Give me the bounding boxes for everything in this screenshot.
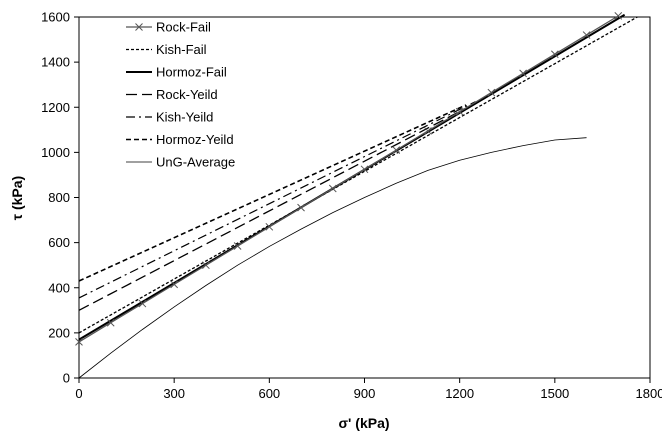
x-tick-label: 1500	[540, 386, 569, 401]
series-point-rock-fail	[360, 165, 369, 174]
series-point-rock-fail	[265, 222, 274, 231]
legend-item-hormoz-fail: Hormoz-Fail	[126, 65, 227, 80]
series-point-rock-fail	[424, 127, 432, 135]
cross-stroke	[328, 184, 337, 193]
series-point-rock-fail	[106, 318, 115, 327]
series-line-hormoz-yeild	[78, 104, 467, 282]
x-tick-label: 1800	[636, 386, 662, 401]
series-point-rock-fail	[614, 12, 623, 20]
cross-stroke	[550, 50, 559, 59]
series-point-rock-fail	[202, 261, 210, 270]
cross-stroke	[614, 12, 623, 20]
legend-item-kish-yeild: Kish-Yeild	[126, 110, 213, 125]
cross-stroke	[170, 280, 179, 289]
cross-stroke	[455, 107, 464, 116]
series-point-rock-fail	[297, 203, 305, 212]
legend-item-hormoz-yeild: Hormoz-Yeild	[126, 132, 234, 147]
series-point-rock-fail	[519, 69, 527, 78]
y-tick-label: 0	[63, 371, 70, 386]
series-line-kish-fail	[78, 16, 638, 334]
legend-cross	[135, 23, 143, 31]
x-axis-title: σ' (kPa)	[338, 415, 389, 431]
x-tick-label: 600	[258, 386, 280, 401]
series-point-rock-fail	[392, 146, 401, 154]
series-point-rock-fail	[455, 107, 464, 116]
series-point-rock-fail	[487, 88, 496, 97]
cross-stroke	[202, 261, 210, 270]
y-tick-label: 600	[48, 235, 70, 250]
series-point-rock-fail	[138, 299, 147, 308]
legend-label: Kish-Yeild	[156, 110, 213, 125]
series-point-rock-fail	[233, 242, 242, 250]
cross-stroke	[297, 203, 305, 212]
cross-stroke	[138, 299, 147, 308]
series-point-rock-fail	[75, 338, 83, 346]
x-tick-label: 0	[75, 386, 82, 401]
y-tick-label: 1200	[41, 100, 70, 115]
y-tick-label: 800	[48, 190, 70, 205]
legend-item-ung-average: UnG-Average	[126, 155, 235, 170]
x-tick-label: 900	[354, 386, 376, 401]
legend-item-rock-yeild: Rock-Yeild	[126, 87, 218, 102]
cross-stroke	[233, 242, 242, 250]
series-line-rock-yeild	[78, 97, 486, 311]
legend: Rock-Fail Kish-Fail Hormoz-Fail Rock-Yeild K…	[126, 20, 235, 170]
x-tick-label: 1200	[445, 386, 474, 401]
y-tick-label: 1400	[41, 55, 70, 70]
cross-stroke	[582, 31, 591, 39]
cross-stroke	[106, 318, 115, 327]
series-point-rock-fail	[550, 50, 559, 59]
legend-item-rock-fail: Rock-Fail	[126, 20, 211, 35]
series-line-rock-fail	[78, 15, 619, 343]
legend-label: Hormoz-Yeild	[156, 132, 234, 147]
y-tick-label: 200	[48, 325, 70, 340]
legend-label: UnG-Average	[156, 155, 235, 170]
cross-stroke	[360, 165, 369, 174]
cross-stroke	[519, 69, 527, 78]
legend-label: Kish-Fail	[156, 42, 207, 57]
cross-stroke	[424, 127, 432, 135]
x-tick-label: 300	[163, 386, 185, 401]
y-tick-label: 1000	[41, 145, 70, 160]
legend-label: Hormoz-Fail	[156, 65, 227, 80]
series-layer	[75, 12, 638, 379]
legend-label: Rock-Yeild	[156, 87, 218, 102]
series-line-ung-average	[78, 137, 587, 379]
y-tick-label: 1600	[41, 10, 70, 25]
y-tick-label: 400	[48, 280, 70, 295]
y-axis-title: τ (kPa)	[9, 176, 25, 220]
cross-stroke	[392, 146, 401, 154]
legend-label: Rock-Fail	[156, 20, 211, 35]
cross-stroke	[265, 222, 274, 231]
legend-item-kish-fail: Kish-Fail	[126, 42, 207, 57]
cross-stroke	[75, 338, 83, 346]
cross-stroke	[487, 88, 496, 97]
series-line-kish-yeild	[78, 101, 476, 299]
series-point-rock-fail	[170, 280, 179, 289]
series-point-rock-fail	[582, 31, 591, 39]
series-point-rock-fail	[328, 184, 337, 193]
tick-layer: 0 300 600 900 1200 1500 1800 0 200 400 600 800 1000 1…	[41, 10, 662, 402]
